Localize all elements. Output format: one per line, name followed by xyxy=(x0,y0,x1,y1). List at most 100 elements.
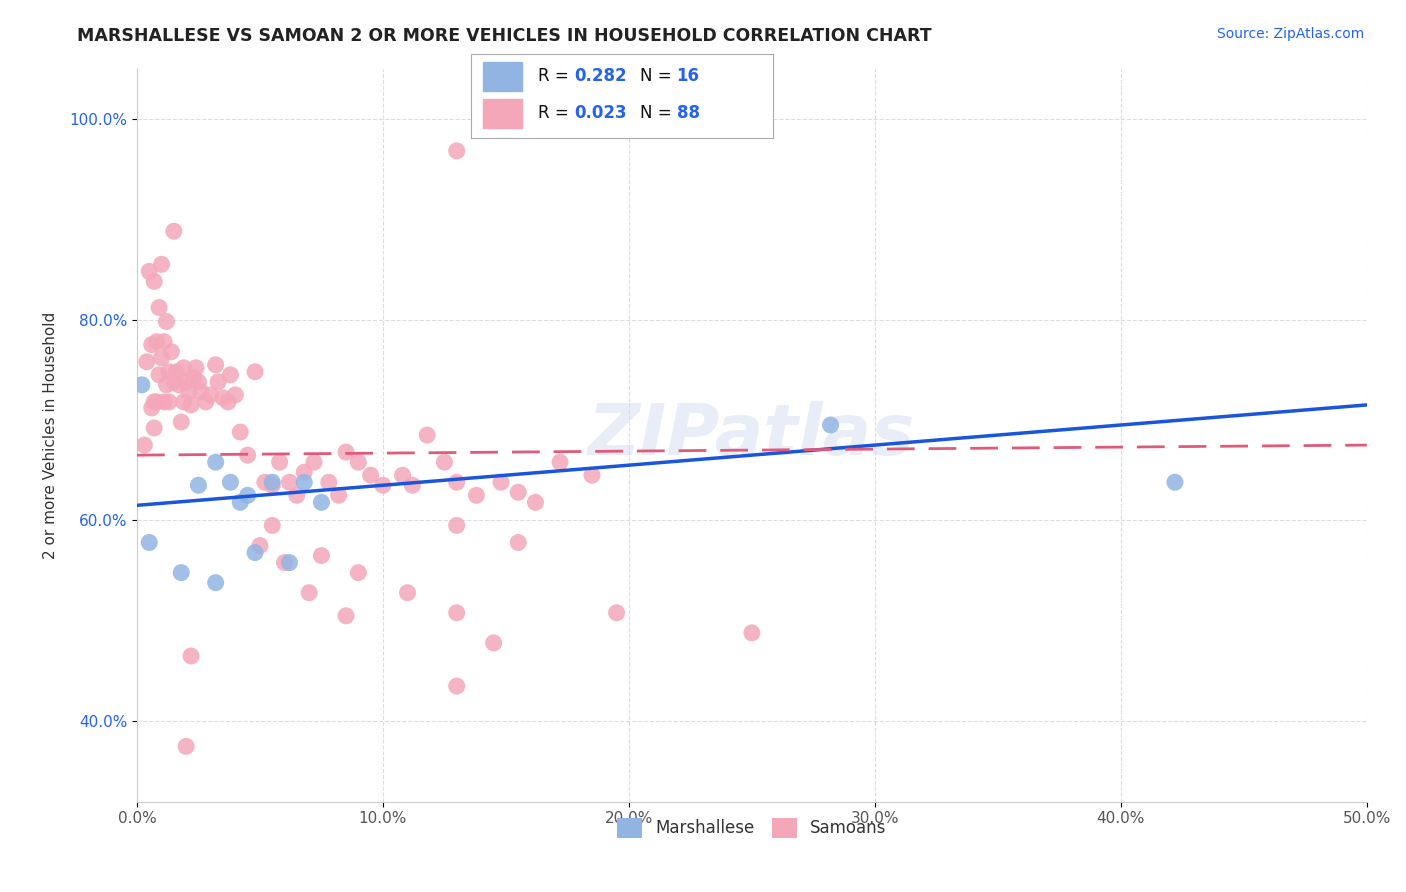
Point xyxy=(173,360,195,375)
Point xyxy=(217,395,239,409)
Point xyxy=(243,545,266,559)
Point xyxy=(180,398,202,412)
Point xyxy=(200,388,222,402)
Point xyxy=(285,488,308,502)
Point xyxy=(278,556,301,570)
Point xyxy=(335,608,357,623)
Point xyxy=(177,384,200,399)
Point xyxy=(347,455,370,469)
Y-axis label: 2 or more Vehicles in Household: 2 or more Vehicles in Household xyxy=(44,311,58,558)
Point xyxy=(224,388,246,402)
Point xyxy=(143,274,166,288)
Point xyxy=(347,566,370,580)
Point xyxy=(401,478,423,492)
Bar xyxy=(484,99,523,128)
Point xyxy=(396,585,419,599)
Point xyxy=(138,264,160,278)
Point xyxy=(204,455,226,469)
Point xyxy=(371,478,394,492)
Point xyxy=(145,395,167,409)
Point xyxy=(174,739,197,754)
Point xyxy=(606,606,628,620)
Point xyxy=(446,606,468,620)
Point xyxy=(229,495,252,509)
Text: 0.282: 0.282 xyxy=(574,68,627,86)
Text: N =: N = xyxy=(640,68,678,86)
Point xyxy=(548,455,571,469)
Point xyxy=(1164,475,1187,490)
Point xyxy=(508,535,530,549)
Point xyxy=(253,475,276,490)
Point xyxy=(360,468,382,483)
Point xyxy=(508,485,530,500)
Point xyxy=(433,455,456,469)
Point xyxy=(160,344,183,359)
Point xyxy=(170,566,193,580)
Point xyxy=(465,488,488,502)
Point xyxy=(184,360,207,375)
Point xyxy=(187,375,209,389)
Point xyxy=(262,475,284,490)
Point xyxy=(311,549,333,563)
Point xyxy=(243,365,266,379)
Point xyxy=(150,257,173,271)
Point xyxy=(262,478,284,492)
Point xyxy=(157,365,180,379)
Text: MARSHALLESE VS SAMOAN 2 OR MORE VEHICLES IN HOUSEHOLD CORRELATION CHART: MARSHALLESE VS SAMOAN 2 OR MORE VEHICLES… xyxy=(77,27,932,45)
Point xyxy=(581,468,603,483)
Point xyxy=(141,337,163,351)
Point xyxy=(302,455,325,469)
Point xyxy=(153,334,176,349)
Point xyxy=(150,351,173,365)
Point xyxy=(328,488,350,502)
Point xyxy=(416,428,439,442)
Point xyxy=(212,391,235,405)
Text: N =: N = xyxy=(640,103,678,122)
Point xyxy=(446,144,468,158)
Point xyxy=(187,478,209,492)
Point xyxy=(820,417,842,432)
Point xyxy=(167,377,190,392)
Text: 88: 88 xyxy=(676,103,700,122)
Point xyxy=(262,518,284,533)
Point xyxy=(148,301,170,315)
Point xyxy=(278,475,301,490)
Text: R =: R = xyxy=(537,103,574,122)
Point xyxy=(269,455,291,469)
Text: 16: 16 xyxy=(676,68,700,86)
Point xyxy=(207,375,229,389)
Point xyxy=(311,495,333,509)
Point xyxy=(135,355,157,369)
Point xyxy=(145,334,167,349)
Point xyxy=(183,371,205,385)
Bar xyxy=(484,62,523,91)
Point xyxy=(131,377,153,392)
Point xyxy=(165,365,187,379)
Point xyxy=(292,475,315,490)
Point xyxy=(318,475,340,490)
Text: 0.023: 0.023 xyxy=(574,103,627,122)
Point xyxy=(482,636,505,650)
Point xyxy=(180,648,202,663)
Point xyxy=(273,556,295,570)
Text: Source: ZipAtlas.com: Source: ZipAtlas.com xyxy=(1216,27,1364,41)
Point xyxy=(229,425,252,439)
Point xyxy=(163,375,186,389)
Point xyxy=(204,358,226,372)
Point xyxy=(335,445,357,459)
Point xyxy=(524,495,547,509)
Text: R =: R = xyxy=(537,68,574,86)
Point xyxy=(446,475,468,490)
Point xyxy=(138,535,160,549)
Point xyxy=(741,625,763,640)
Point xyxy=(143,395,166,409)
Point xyxy=(174,375,197,389)
Point xyxy=(157,395,180,409)
Point xyxy=(292,465,315,479)
Point xyxy=(155,315,177,329)
Point xyxy=(489,475,512,490)
Point xyxy=(134,438,156,452)
Point xyxy=(219,475,242,490)
Point xyxy=(446,518,468,533)
Point xyxy=(391,468,413,483)
